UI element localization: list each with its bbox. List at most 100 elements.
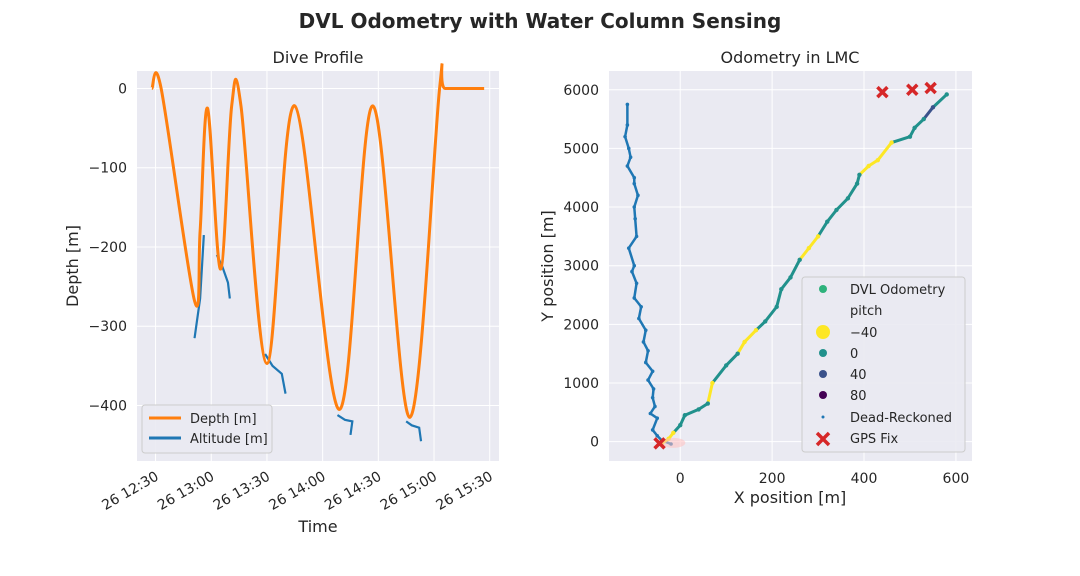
dead-reckoned-point (625, 123, 630, 127)
dvl-point (912, 125, 917, 131)
dvl-point (834, 207, 839, 213)
odometry-title: Odometry in LMC (721, 48, 860, 67)
dvl-segment (825, 208, 838, 224)
ytick-label: 2000 (563, 317, 599, 333)
dvl-segment (789, 258, 802, 279)
dvl-segment (890, 135, 912, 145)
dead-reckoned-point (655, 433, 660, 438)
dead-reckoned-point (634, 234, 639, 239)
dvl-point (797, 257, 802, 263)
ytick-label: 0 (118, 81, 127, 97)
legend-pitch-40-swatch (819, 370, 827, 378)
dead-reckoned-point (632, 263, 637, 268)
altitude-segment (193, 235, 205, 339)
dead-reckoned-point (650, 369, 655, 374)
dvl-segment (846, 182, 859, 200)
dvl-point (788, 275, 793, 280)
dvl-segment (798, 246, 811, 262)
dead-reckoned-point (651, 387, 656, 391)
dvl-point (671, 430, 676, 436)
dive-profile-grid (137, 71, 499, 461)
xtick-label: 400 (851, 471, 878, 487)
dead-reckoned-track (623, 104, 672, 446)
ytick-label: 1000 (563, 376, 599, 392)
dvl-segment (922, 105, 935, 121)
dvl-point (779, 286, 784, 292)
dvl-segment (931, 92, 949, 109)
dead-reckoned-point (632, 181, 637, 186)
ytick-label: −300 (89, 319, 127, 335)
dead-reckoned-point (648, 411, 653, 416)
ytick-label: −100 (89, 161, 127, 177)
dead-reckoned-point (650, 428, 655, 432)
dvl-point (845, 196, 851, 201)
dvl-point (825, 219, 830, 224)
odometry-series (623, 81, 949, 450)
dvl-point (921, 116, 926, 122)
dvl-segment (724, 352, 740, 367)
dead-reckoned-point (636, 193, 640, 198)
gps-fix-marker (924, 81, 937, 95)
dead-reckoned-point (625, 102, 630, 107)
dead-reckoned-point (643, 328, 648, 333)
ytick-label: 0 (590, 435, 599, 451)
legend-pitch-heading: pitch (850, 304, 882, 319)
xtick-label: 26 14:30 (322, 469, 384, 514)
dead-reckoned-point (643, 360, 648, 365)
ytick-label: 4000 (563, 200, 599, 216)
dead-reckoned-point (632, 205, 637, 209)
dvl-point (763, 319, 768, 324)
ytick-label: −400 (89, 399, 127, 415)
dvl-point (774, 304, 779, 309)
legend-pitch-neg40-label: −40 (850, 326, 877, 341)
dive-profile-ylabel: Depth [m] (63, 225, 82, 307)
dead-reckoned-point (634, 281, 639, 286)
gps-fix-marker (906, 83, 919, 97)
dvl-point (930, 105, 936, 110)
xtick-label: 600 (943, 471, 970, 487)
ytick-label: 3000 (563, 259, 599, 275)
xtick-label: 26 15:00 (378, 469, 440, 514)
legend-pitch-80-label: 80 (850, 389, 867, 404)
dead-reckoned-point (626, 146, 631, 151)
altitude-segment (405, 420, 423, 442)
dvl-point (875, 157, 881, 163)
dvl-segment (779, 275, 792, 291)
dead-reckoned-point (655, 416, 660, 420)
dvl-point (857, 172, 862, 178)
dead-reckoned-point (632, 175, 637, 180)
legend-gps-swatch (815, 431, 831, 447)
dvl-segment (706, 381, 714, 406)
dvl-point (682, 413, 688, 418)
dead-reckoned-point (650, 395, 655, 400)
dead-reckoned-point (646, 348, 650, 353)
xtick-label: 26 14:00 (266, 469, 328, 514)
legend-dead-reckoned-swatch (821, 415, 825, 419)
dvl-segment (876, 141, 894, 162)
dead-reckoned-point (630, 269, 634, 274)
dead-reckoned-point (626, 246, 631, 250)
dvl-point (854, 181, 860, 186)
dead-reckoned-point (646, 378, 650, 382)
ytick-label: −200 (89, 240, 127, 256)
dvl-point (907, 134, 913, 139)
dvl-segment (816, 220, 829, 238)
legend-altitude-label: Altitude [m] (190, 432, 268, 447)
odometry-legend-box (801, 276, 966, 453)
xtick-label: 26 15:30 (433, 469, 495, 514)
xtick-label: 26 13:00 (155, 469, 217, 514)
dvl-point (696, 407, 701, 412)
dead-reckoned-point (641, 340, 646, 344)
dvl-point (753, 328, 759, 333)
dive-profile-series (150, 62, 485, 442)
dead-reckoned-point (625, 164, 630, 168)
dvl-point (889, 140, 894, 145)
legend-pitch-0-label: 0 (850, 347, 858, 362)
dvl-point (806, 245, 812, 251)
dvl-point (678, 423, 683, 428)
odometry-xlabel: X position [m] (734, 488, 847, 507)
legend-pitch-neg40-swatch (816, 325, 830, 339)
dvl-segment (683, 407, 701, 417)
